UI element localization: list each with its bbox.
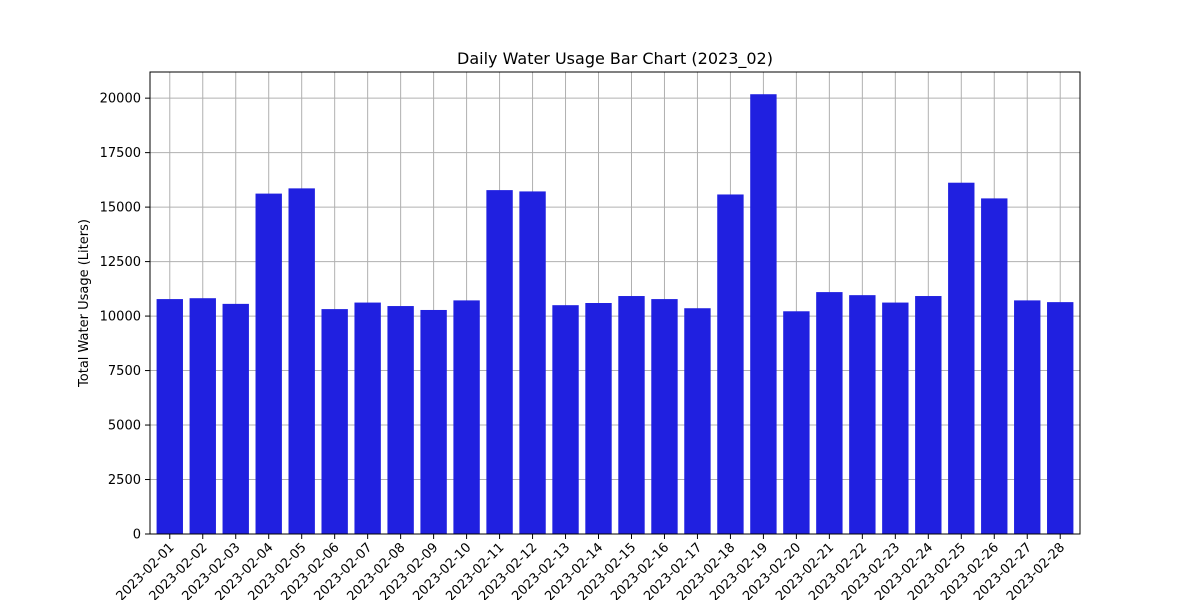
bar: [915, 296, 942, 534]
bar: [750, 94, 777, 534]
bar: [1047, 302, 1074, 534]
bars: [156, 94, 1074, 535]
y-tick-label: 10000: [100, 310, 141, 325]
bar: [255, 193, 282, 535]
bar: [651, 299, 678, 534]
y-tick-label: 0: [133, 528, 141, 543]
bar: [486, 190, 513, 534]
bar: [684, 308, 711, 534]
bar: [618, 296, 645, 534]
bar: [387, 306, 414, 534]
bar: [354, 302, 381, 534]
bar: [585, 303, 612, 534]
bar: [948, 182, 975, 534]
bar: [552, 305, 579, 534]
y-tick-label: 7500: [108, 364, 141, 379]
bar: [816, 292, 843, 534]
bar: [321, 309, 348, 534]
y-tick-label: 5000: [108, 419, 141, 434]
bar: [288, 188, 315, 534]
y-tick-label: 12500: [100, 255, 141, 270]
y-axis-ticks: 0 2500 5000 7500 10000 12500 15000 17500 20000: [100, 92, 150, 543]
bar: [783, 311, 810, 534]
y-tick-label: 2500: [108, 473, 141, 488]
bar: [519, 191, 546, 534]
y-axis-label: Total Water Usage (Liters): [77, 219, 92, 388]
bar: [849, 295, 876, 534]
bar: [981, 198, 1008, 534]
bar: [420, 309, 447, 534]
y-tick-label: 15000: [100, 201, 141, 216]
bar: [189, 298, 216, 534]
y-tick-label: 20000: [100, 92, 141, 107]
chart-title: Daily Water Usage Bar Chart (2023_02): [457, 49, 773, 69]
bar: [453, 300, 480, 534]
axes: [149, 71, 1081, 535]
bar: [717, 194, 744, 535]
y-tick-label: 17500: [100, 146, 141, 161]
bar: [222, 303, 249, 534]
bar: [1014, 300, 1041, 534]
bar: [882, 302, 909, 534]
plot-frame: [149, 71, 1081, 535]
x-axis-ticks: 2023-02-012023-02-022023-02-032023-02-04…: [114, 534, 1068, 604]
bar: [156, 299, 183, 534]
